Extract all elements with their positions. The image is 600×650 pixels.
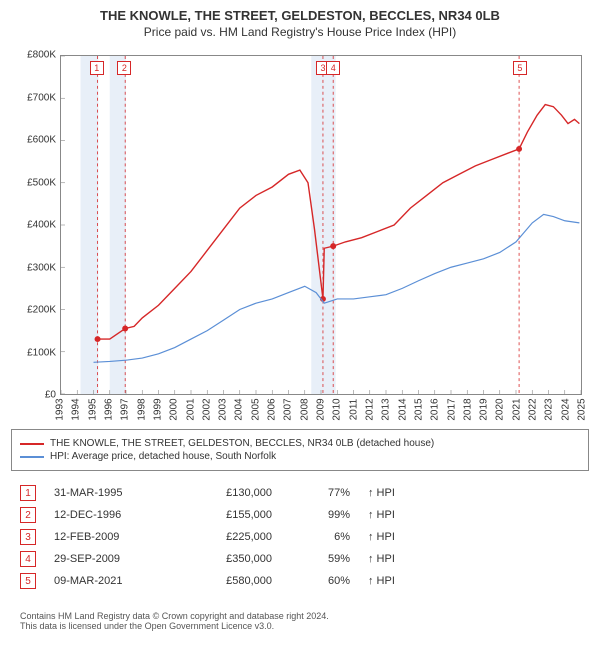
x-tick-label: 1994 <box>71 398 82 420</box>
event-price: £350,000 <box>182 553 272 565</box>
event-pct: 6% <box>290 531 350 543</box>
x-tick-label: 1996 <box>103 398 114 420</box>
y-tick-label: £600K <box>16 135 56 146</box>
event-comparator: ↑ HPI <box>368 553 395 565</box>
event-date: 12-DEC-1996 <box>54 509 164 521</box>
x-tick-label: 2024 <box>560 398 571 420</box>
x-tick-label: 1995 <box>87 398 98 420</box>
event-number-box: 3 <box>20 529 36 545</box>
legend-label-2: HPI: Average price, detached house, Sout… <box>50 451 276 462</box>
legend-swatch-1 <box>20 443 44 445</box>
plot-svg <box>61 56 581 394</box>
legend: THE KNOWLE, THE STREET, GELDESTON, BECCL… <box>11 429 589 471</box>
event-comparator: ↑ HPI <box>368 575 395 587</box>
event-date: 31-MAR-1995 <box>54 487 164 499</box>
event-pct: 99% <box>290 509 350 521</box>
y-tick-label: £200K <box>16 305 56 316</box>
x-tick-label: 2005 <box>250 398 261 420</box>
legend-label-1: THE KNOWLE, THE STREET, GELDESTON, BECCL… <box>50 438 434 449</box>
x-tick-label: 2006 <box>267 398 278 420</box>
x-tick-label: 2016 <box>430 398 441 420</box>
event-number-box: 1 <box>20 485 36 501</box>
title-block: THE KNOWLE, THE STREET, GELDESTON, BECCL… <box>0 0 600 43</box>
x-tick-label: 2020 <box>495 398 506 420</box>
x-tick-label: 2023 <box>544 398 555 420</box>
title-main: THE KNOWLE, THE STREET, GELDESTON, BECCL… <box>10 8 590 23</box>
x-tick-label: 2022 <box>528 398 539 420</box>
x-tick-label: 2013 <box>381 398 392 420</box>
x-tick-label: 2019 <box>479 398 490 420</box>
event-date: 12-FEB-2009 <box>54 531 164 543</box>
x-tick-label: 1993 <box>55 398 66 420</box>
legend-swatch-2 <box>20 456 44 458</box>
y-tick-label: £500K <box>16 177 56 188</box>
event-number-box: 4 <box>20 551 36 567</box>
event-date: 29-SEP-2009 <box>54 553 164 565</box>
x-tick-label: 2011 <box>348 399 359 421</box>
x-tick-label: 2018 <box>462 398 473 420</box>
x-tick-label: 2000 <box>169 398 180 420</box>
chart-container: THE KNOWLE, THE STREET, GELDESTON, BECCL… <box>0 0 600 635</box>
y-tick-label: £0 <box>16 390 56 401</box>
event-date: 09-MAR-2021 <box>54 575 164 587</box>
x-tick-label: 2014 <box>397 398 408 420</box>
x-tick-label: 2004 <box>234 398 245 420</box>
y-tick-label: £800K <box>16 50 56 61</box>
x-tick-label: 2017 <box>446 398 457 420</box>
x-tick-label: 2007 <box>283 398 294 420</box>
event-comparator: ↑ HPI <box>368 531 395 543</box>
x-tick-label: 2009 <box>316 398 327 420</box>
event-row-4: 4 29-SEP-2009 £350,000 59% ↑ HPI <box>20 551 580 567</box>
event-pct: 59% <box>290 553 350 565</box>
event-price: £130,000 <box>182 487 272 499</box>
event-pct: 77% <box>290 487 350 499</box>
event-row-5: 5 09-MAR-2021 £580,000 60% ↑ HPI <box>20 573 580 589</box>
y-tick-label: £700K <box>16 92 56 103</box>
x-tick-label: 2012 <box>364 398 375 420</box>
event-marker-1: 1 <box>90 61 104 75</box>
footer-line-1: Contains HM Land Registry data © Crown c… <box>20 611 580 621</box>
y-tick-label: £400K <box>16 220 56 231</box>
event-pct: 60% <box>290 575 350 587</box>
footer: Contains HM Land Registry data © Crown c… <box>12 607 588 635</box>
x-tick-label: 1998 <box>136 398 147 420</box>
x-tick-label: 1999 <box>152 398 163 420</box>
x-tick-label: 2008 <box>299 398 310 420</box>
events-table: 1 31-MAR-1995 £130,000 77% ↑ HPI 2 12-DEC-1996… <box>12 475 588 603</box>
event-comparator: ↑ HPI <box>368 487 395 499</box>
event-marker-4: 4 <box>326 61 340 75</box>
title-sub: Price paid vs. HM Land Registry's House … <box>10 25 590 39</box>
event-number-box: 5 <box>20 573 36 589</box>
x-tick-label: 2002 <box>201 398 212 420</box>
chart-area: £0 £100K £200K £300K £400K £500K £600K £700K £80… <box>10 43 590 423</box>
x-tick-label: 2010 <box>332 398 343 420</box>
event-number-box: 2 <box>20 507 36 523</box>
event-price: £225,000 <box>182 531 272 543</box>
x-tick-label: 1997 <box>120 398 131 420</box>
plot-area <box>60 55 582 395</box>
footer-line-2: This data is licensed under the Open Gov… <box>20 621 580 631</box>
y-tick-label: £100K <box>16 347 56 358</box>
legend-row-1: THE KNOWLE, THE STREET, GELDESTON, BECCL… <box>20 438 580 449</box>
event-price: £580,000 <box>182 575 272 587</box>
y-tick-label: £300K <box>16 262 56 273</box>
event-price: £155,000 <box>182 509 272 521</box>
x-tick-label: 2001 <box>185 398 196 420</box>
x-tick-label: 2015 <box>413 398 424 420</box>
x-tick-label: 2021 <box>511 398 522 420</box>
event-comparator: ↑ HPI <box>368 509 395 521</box>
event-marker-5: 5 <box>513 61 527 75</box>
event-row-2: 2 12-DEC-1996 £155,000 99% ↑ HPI <box>20 507 580 523</box>
event-marker-2: 2 <box>117 61 131 75</box>
event-row-1: 1 31-MAR-1995 £130,000 77% ↑ HPI <box>20 485 580 501</box>
x-tick-label: 2025 <box>577 398 588 420</box>
x-tick-label: 2003 <box>218 398 229 420</box>
legend-row-2: HPI: Average price, detached house, Sout… <box>20 451 580 462</box>
event-row-3: 3 12-FEB-2009 £225,000 6% ↑ HPI <box>20 529 580 545</box>
